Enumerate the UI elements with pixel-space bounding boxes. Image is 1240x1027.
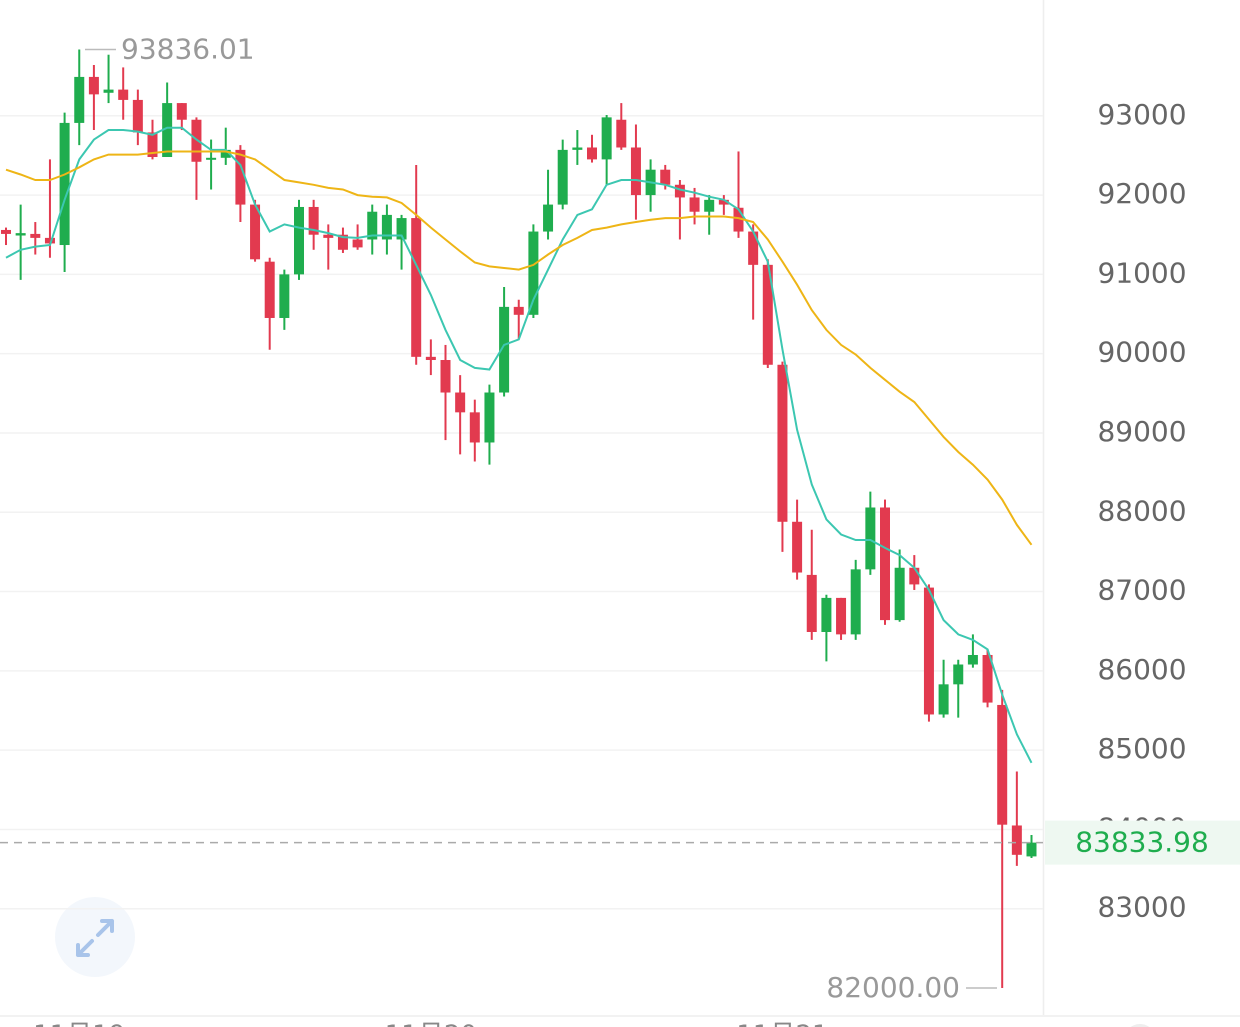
candle-body [938, 684, 949, 715]
candle-body [396, 218, 407, 240]
candle-body [250, 204, 261, 260]
candle-body [880, 507, 890, 621]
candle-body [44, 237, 55, 244]
candle-body [30, 233, 41, 238]
candle-body [909, 567, 920, 585]
candle-body [308, 206, 319, 235]
last-price-box [1045, 820, 1240, 865]
candle-body [132, 99, 143, 133]
candle-body [279, 274, 290, 318]
candle-body [74, 76, 85, 123]
candle-body [1011, 825, 1022, 855]
candle-body [704, 199, 715, 212]
y-tick-label: 83000 [1097, 891, 1186, 924]
candle-body [953, 664, 964, 685]
candle-body [455, 392, 466, 413]
candle-body [103, 89, 114, 93]
candle-body [865, 507, 876, 570]
y-tick-label: 88000 [1097, 494, 1186, 527]
candle-body [718, 199, 729, 205]
candle-body [220, 149, 231, 158]
candle-body [206, 157, 217, 160]
candle-body [601, 117, 612, 160]
candle-body [528, 231, 539, 315]
moving-average-line [5, 150, 1033, 546]
last-price-label: 83833.98 [1075, 826, 1209, 859]
candle-body [587, 147, 597, 160]
candle-body [15, 233, 26, 236]
candle-body [806, 574, 817, 632]
candle-body [513, 306, 524, 315]
candle-body [440, 360, 451, 393]
candle-body [264, 261, 275, 318]
y-tick-label: 85000 [1097, 732, 1186, 765]
x-tick-label: 11月21 [736, 1021, 828, 1027]
y-tick-label: 91000 [1097, 256, 1186, 289]
expand-button[interactable] [55, 897, 135, 977]
candle-body [616, 119, 627, 148]
expand-icon[interactable] [76, 919, 114, 957]
candle-body [894, 567, 905, 621]
candle-body [411, 218, 422, 357]
candle-body [792, 521, 803, 573]
candle-body [674, 184, 685, 198]
candle-body [689, 197, 700, 212]
candle-body [923, 587, 934, 715]
candle-body [660, 169, 671, 185]
candle-body [733, 207, 744, 232]
candle-body [850, 569, 861, 635]
candle-body [176, 103, 187, 120]
low-label: 82000.00 [826, 971, 960, 1004]
candle-body [572, 147, 583, 150]
y-tick-label: 90000 [1097, 336, 1186, 369]
candle-body [967, 654, 978, 665]
scroll-handle [1130, 1024, 1150, 1027]
expand-circle[interactable] [55, 897, 135, 977]
candle-body [323, 234, 334, 238]
candle-body [294, 206, 304, 275]
candle-body [1, 229, 11, 234]
candle-body [235, 149, 246, 205]
candle-body [543, 204, 554, 232]
candle-body [630, 147, 641, 196]
y-tick-label: 89000 [1097, 415, 1186, 448]
candle-body [777, 364, 788, 522]
y-tick-label: 86000 [1097, 653, 1186, 686]
moving-average-line [5, 126, 1033, 764]
candle-body [367, 211, 378, 240]
candle-body [836, 597, 847, 635]
candle-body [118, 89, 129, 100]
candle-body [352, 239, 363, 248]
x-tick-label: 11月19 [33, 1021, 125, 1027]
high-label: 93836.01 [121, 32, 255, 65]
y-tick-label: 92000 [1097, 177, 1186, 210]
candle-body [425, 356, 436, 361]
candle-body [337, 234, 348, 250]
y-tick-label: 87000 [1097, 574, 1186, 607]
candle-body [1026, 842, 1037, 857]
candle-body [381, 214, 392, 240]
candle-body [88, 76, 99, 95]
candle-body [162, 103, 173, 158]
candle-body [997, 704, 1008, 825]
candle-body [748, 231, 759, 265]
candle-body [147, 132, 158, 158]
candle-body [557, 149, 568, 205]
candle-body [484, 392, 495, 443]
candle-body [821, 597, 832, 632]
candle-body [469, 412, 480, 443]
candle-body [499, 306, 510, 393]
candle-body [59, 122, 70, 246]
x-tick-label: 11月20 [385, 1021, 477, 1027]
candle-body [982, 654, 993, 703]
y-tick-label: 93000 [1097, 98, 1186, 131]
candle-body [762, 264, 773, 365]
